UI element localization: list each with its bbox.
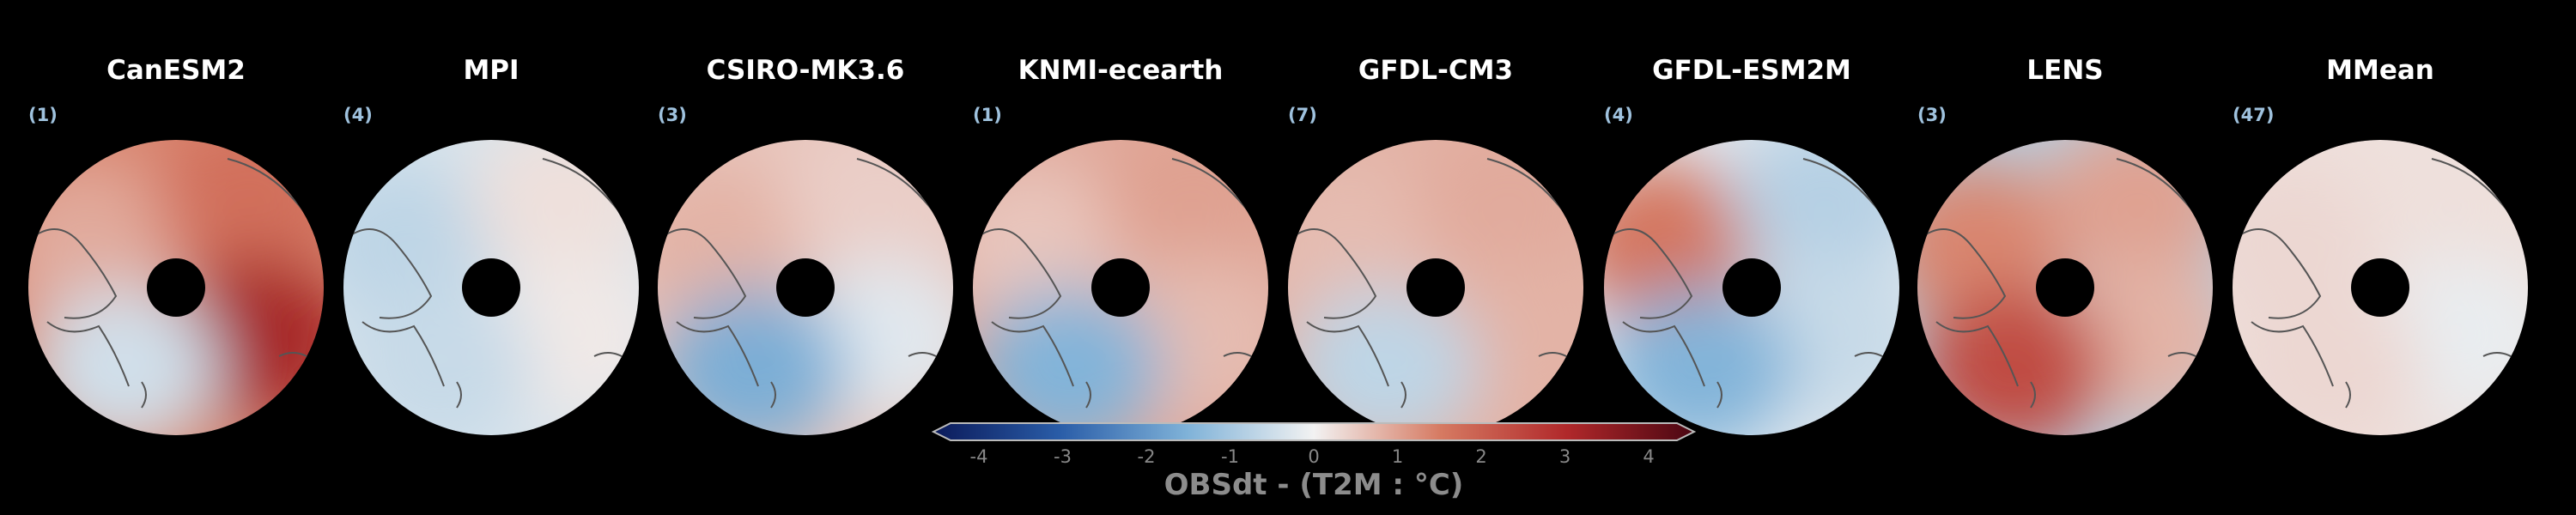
colorbar-tick-label: -1 [1221, 446, 1239, 467]
pole-hole [2036, 258, 2094, 317]
panel-title: MPI [463, 55, 519, 86]
coastline [1609, 158, 1899, 409]
pole-hole [147, 258, 205, 317]
coastline [978, 158, 1267, 409]
coastline [1923, 158, 2212, 409]
polar-map [343, 140, 639, 435]
panel-member-count: (1) [973, 105, 1002, 125]
polar-map [2233, 140, 2528, 435]
coastline [33, 158, 323, 409]
panel-member-count: (4) [343, 105, 373, 125]
panel-member-count: (4) [1604, 105, 1633, 125]
coastline [1293, 158, 1583, 409]
panel-member-count: (1) [28, 105, 58, 125]
panel-member-count: (47) [2233, 105, 2275, 125]
panel-title: GFDL-CM3 [1358, 55, 1514, 86]
colorbar-tick-label: 4 [1643, 446, 1655, 467]
polar-map [1917, 140, 2213, 435]
panel-title: GFDL-ESM2M [1652, 55, 1851, 86]
colorbar-tick-label: -3 [1054, 446, 1072, 467]
polar-map [28, 140, 324, 435]
panel-title: LENS [2026, 55, 2104, 86]
pole-hole [776, 258, 835, 317]
colorbar-tick-label: 3 [1558, 446, 1571, 467]
colorbar [931, 422, 1697, 441]
colorbar-tick-label: 1 [1391, 446, 1404, 467]
colorbar-tick-label: -2 [1137, 446, 1156, 467]
panel-member-count: (3) [658, 105, 687, 125]
panel-title: MMean [2326, 55, 2434, 86]
pole-hole [462, 258, 520, 317]
pole-hole [2351, 258, 2409, 317]
colorbar-label: OBSdt - (T2M : °C) [1163, 468, 1464, 502]
coastline [349, 158, 638, 409]
panel-title: CSIRO-MK3.6 [706, 55, 905, 86]
colorbar-tick-label: 0 [1308, 446, 1320, 467]
colorbar-tick-label: 2 [1475, 446, 1487, 467]
polar-map [658, 140, 953, 435]
polar-map [1288, 140, 1583, 435]
panel-member-count: (7) [1288, 105, 1317, 125]
colorbar-tick-label: -4 [969, 446, 988, 467]
polar-map [1604, 140, 1899, 435]
polar-map [973, 140, 1268, 435]
pole-hole [1406, 258, 1465, 317]
panel-member-count: (3) [1917, 105, 1947, 125]
pole-hole [1722, 258, 1781, 317]
pole-hole [1091, 258, 1150, 317]
coastline [2238, 158, 2527, 409]
panel-title: KNMI-ecearth [1018, 55, 1224, 86]
colorbar-bar [931, 422, 1697, 441]
panel-title: CanESM2 [106, 55, 246, 86]
coastline [663, 158, 952, 409]
